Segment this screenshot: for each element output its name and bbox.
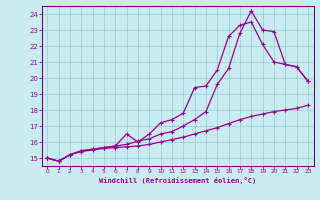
X-axis label: Windchill (Refroidissement éolien,°C): Windchill (Refroidissement éolien,°C) — [99, 177, 256, 184]
